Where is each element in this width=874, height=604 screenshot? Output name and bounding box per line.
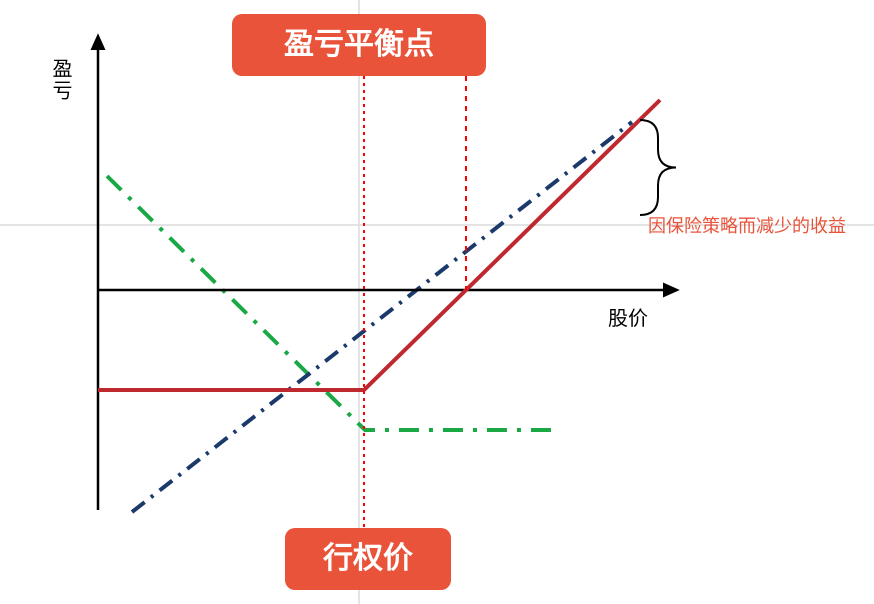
reduced-profit-annotation: 因保险策略而减少的收益 xyxy=(648,212,846,238)
payoff-chart xyxy=(0,0,874,604)
breakeven-label-box: 盈亏平衡点 xyxy=(232,14,486,76)
strike-label-box: 行权价 xyxy=(285,528,451,590)
breakeven-label-text: 盈亏平衡点 xyxy=(284,28,434,61)
y-axis-label: 盈亏 xyxy=(46,58,75,102)
strike-label-text: 行权价 xyxy=(323,542,413,575)
x-axis-label: 股价 xyxy=(608,302,648,331)
